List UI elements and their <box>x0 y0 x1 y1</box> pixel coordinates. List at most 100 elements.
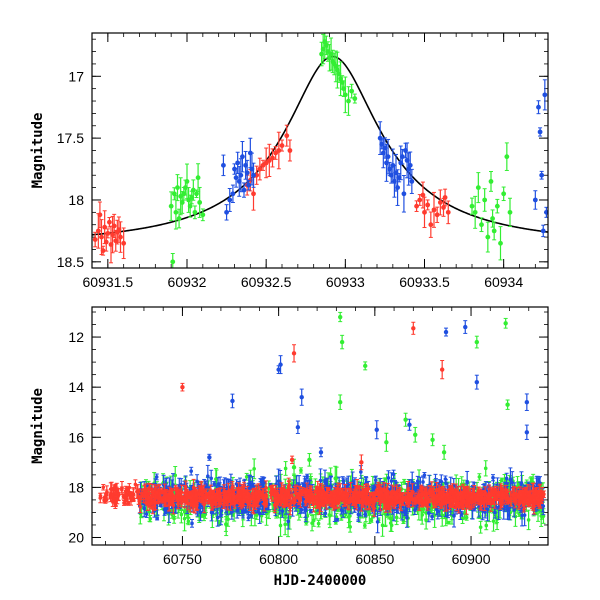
data-point-1f4fe0 <box>190 521 194 526</box>
data-point-33ee33 <box>214 477 218 481</box>
data-point-ff3b2f <box>111 223 117 229</box>
y-axis-title: Magnitude <box>30 388 46 464</box>
x-tick-label: 60900 <box>452 551 491 567</box>
y-tick-label: 18.5 <box>57 254 84 270</box>
data-point-33ee33 <box>283 522 287 527</box>
data-point-1f4fe0 <box>401 191 407 197</box>
data-point-1f4fe0 <box>154 475 159 479</box>
data-point-33ee33 <box>369 518 374 523</box>
data-point-33ee33 <box>224 523 229 527</box>
data-point-1f4fe0 <box>209 510 214 515</box>
data-point-ff3b2f <box>279 143 285 148</box>
data-point-ff3b2f <box>276 148 282 153</box>
data-point-ff3b2f <box>251 191 256 197</box>
data-point-33ee33 <box>482 197 488 203</box>
x-tick-label: 60800 <box>259 551 298 567</box>
data-point-ff3b2f <box>437 200 443 205</box>
data-point-33ee33 <box>202 513 206 518</box>
data-point-33ee33 <box>342 92 348 98</box>
x-tick-label: 60932 <box>168 274 207 290</box>
data-point-1f4fe0 <box>230 191 236 197</box>
data-point-33ee33 <box>299 468 303 473</box>
data-point-33ee33 <box>348 525 352 529</box>
data-point-ff3b2f <box>99 234 104 240</box>
x-tick-label: 60750 <box>163 551 202 567</box>
top-panel-zoom-light-curve: 60931.5 60932 60932.5 60933 60933.5 60934 17 17… <box>30 32 549 290</box>
y-tick-label: 14 <box>68 379 84 395</box>
data-point-33ee33 <box>488 179 494 184</box>
data-point-33ee33 <box>389 516 393 521</box>
data-point-ff3b2f <box>100 248 106 254</box>
data-point-33ee33 <box>314 509 318 514</box>
data-point-1f4fe0 <box>537 129 543 135</box>
data-point-ff3b2f <box>105 490 109 495</box>
y-tick-label: 17.5 <box>57 130 84 146</box>
model-curve <box>92 55 548 236</box>
bottom-plot-area <box>98 311 546 538</box>
data-point-ff3b2f <box>445 209 451 215</box>
data-point-1f4fe0 <box>407 162 413 168</box>
data-point-33ee33 <box>501 191 507 197</box>
data-point-ff3b2f <box>120 486 124 490</box>
data-point-ff3b2f <box>98 496 103 500</box>
data-point-33ee33 <box>498 240 503 246</box>
data-point-33ee33 <box>402 480 406 484</box>
data-point-33ee33 <box>184 179 190 184</box>
data-point-33ee33 <box>278 523 283 528</box>
data-point-1f4fe0 <box>544 209 548 215</box>
data-point-33ee33 <box>311 518 316 523</box>
x-tick-label: 60934 <box>484 274 523 290</box>
data-point-1f4fe0 <box>244 170 250 176</box>
data-point-ff3b2f <box>121 240 127 246</box>
data-point-ff3b2f <box>420 192 426 198</box>
data-point-33ee33 <box>182 516 187 521</box>
data-point-ff3b2f <box>122 501 126 505</box>
data-point-1f4fe0 <box>465 479 469 484</box>
data-point-1f4fe0 <box>204 482 208 487</box>
data-point-33ee33 <box>375 505 379 510</box>
data-point-33ee33 <box>173 209 179 215</box>
data-point-33ee33 <box>478 525 483 530</box>
data-point-ff3b2f <box>287 148 293 153</box>
data-point-ff3b2f <box>428 222 434 228</box>
data-point-1f4fe0 <box>532 197 538 203</box>
data-point-1f4fe0 <box>144 512 149 516</box>
data-point-ff3b2f <box>103 239 109 245</box>
data-point-ff3b2f <box>417 197 423 203</box>
data-point-ff3b2f <box>101 485 106 490</box>
data-point-33ee33 <box>186 519 191 524</box>
data-point-1f4fe0 <box>536 104 541 110</box>
data-point-1f4fe0 <box>224 209 229 215</box>
data-point-1f4fe0 <box>363 512 368 517</box>
data-point-33ee33 <box>316 521 321 526</box>
y-tick-label: 20 <box>68 529 84 545</box>
data-point-1f4fe0 <box>439 479 444 484</box>
data-point-1f4fe0 <box>399 154 405 160</box>
data-point-1f4fe0 <box>246 182 252 188</box>
data-point-1f4fe0 <box>430 514 434 519</box>
data-point-33ee33 <box>464 515 469 520</box>
data-point-1f4fe0 <box>373 485 378 489</box>
data-point-1f4fe0 <box>241 187 247 193</box>
data-point-ff3b2f <box>284 133 290 139</box>
data-point-33ee33 <box>346 98 351 104</box>
data-point-1f4fe0 <box>452 514 456 518</box>
data-point-ff3b2f <box>104 497 109 502</box>
data-point-33ee33 <box>483 466 488 471</box>
data-point-33ee33 <box>310 521 314 525</box>
data-point-ff3b2f <box>414 203 419 209</box>
data-point-33ee33 <box>176 216 182 221</box>
data-point-ff3b2f <box>124 493 129 498</box>
data-point-1f4fe0 <box>286 519 291 524</box>
data-point-33ee33 <box>349 88 355 94</box>
data-point-1f4fe0 <box>375 520 380 524</box>
data-point-1f4fe0 <box>395 185 400 191</box>
data-point-1f4fe0 <box>235 160 241 166</box>
data-point-1f4fe0 <box>323 511 328 516</box>
data-point-ff3b2f <box>112 486 116 490</box>
data-point-33ee33 <box>490 216 495 221</box>
data-point-33ee33 <box>194 191 199 197</box>
data-point-33ee33 <box>491 519 496 523</box>
data-point-33ee33 <box>394 515 399 520</box>
